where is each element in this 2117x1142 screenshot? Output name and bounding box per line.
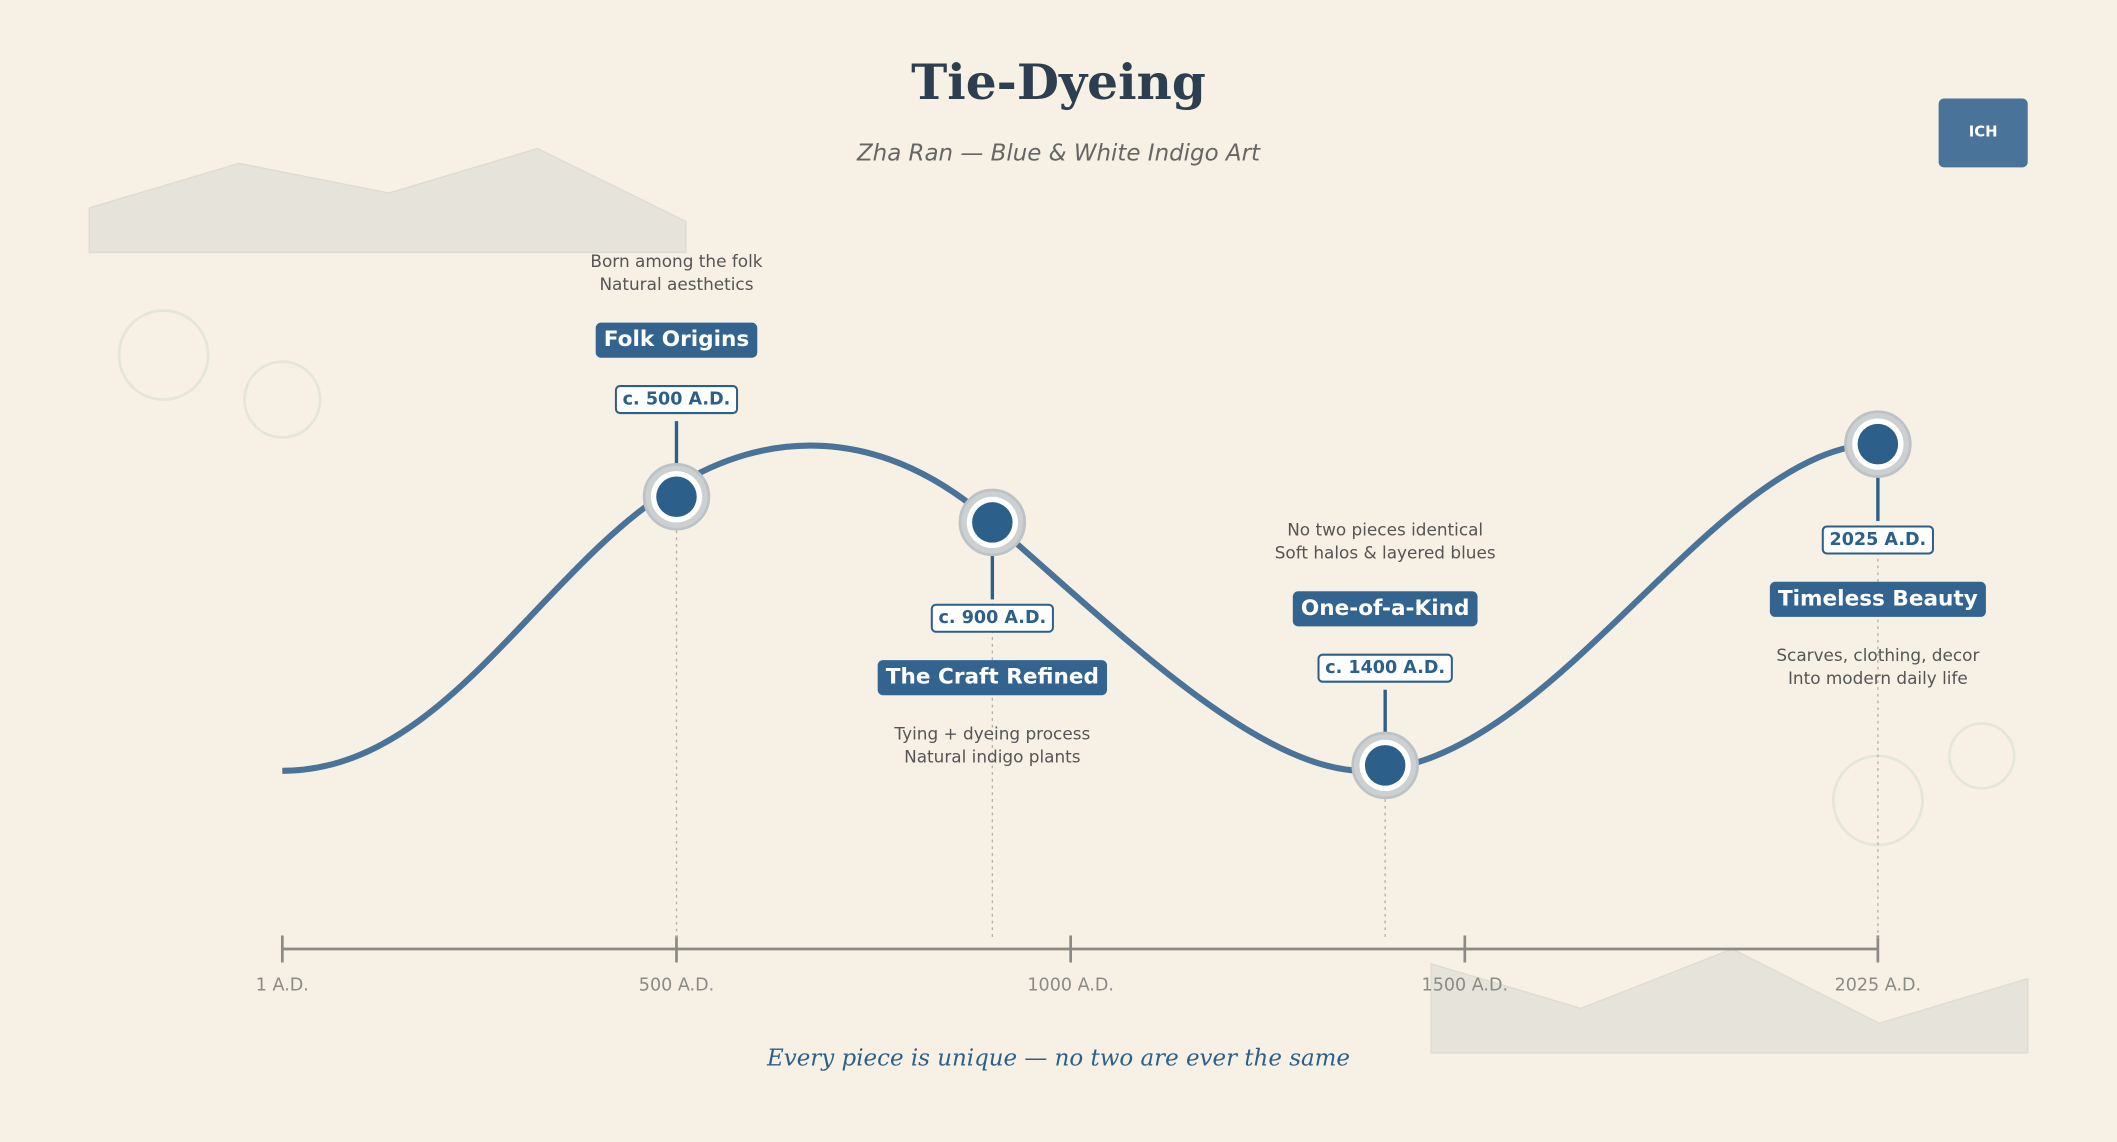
badge-label: ICH xyxy=(1969,123,1998,140)
dynamic: 1 A.D. 500 A.D. 1000 A.D. 1500 A.D. 2025 A.D… xyxy=(256,251,1986,995)
subtitle: Zha Ran — Blue & White Indigo Art xyxy=(856,140,1261,166)
node xyxy=(972,502,1013,543)
date-label: c. 900 A.D. xyxy=(939,608,1047,628)
node xyxy=(1857,423,1899,465)
title-box xyxy=(877,660,1108,696)
event-note: Born among the folk xyxy=(590,251,762,271)
event-note: No two pieces identical xyxy=(1287,520,1483,540)
date-box xyxy=(930,603,1054,633)
event-note: Soft halos & layered blues xyxy=(1275,542,1496,562)
date-box xyxy=(614,385,739,415)
axis-label: 1 A.D. xyxy=(256,975,309,995)
node xyxy=(1364,745,1406,786)
event-note: Scarves, clothing, decor xyxy=(1776,645,1979,665)
date-box xyxy=(1317,653,1453,683)
timeline-curve xyxy=(282,441,1907,774)
event-note: Natural indigo plants xyxy=(904,746,1080,766)
date-label: c. 500 A.D. xyxy=(623,390,731,410)
event-title: One-of-a-Kind xyxy=(1301,596,1470,621)
title-box xyxy=(1769,581,1986,617)
date-box xyxy=(1821,525,1934,555)
axis-label: 500 A.D. xyxy=(639,975,714,995)
title: Tie-Dyeing xyxy=(911,54,1206,111)
date-label: 2025 A.D. xyxy=(1830,530,1927,550)
axis-label: 2025 A.D. xyxy=(1835,975,1922,995)
title-box xyxy=(1292,591,1478,627)
axis-label: 1500 A.D. xyxy=(1422,975,1509,995)
footer: Every piece is unique — no two are ever … xyxy=(766,1046,1350,1072)
axis-label: 1000 A.D. xyxy=(1027,975,1114,995)
event-note: Natural aesthetics xyxy=(599,274,753,294)
event-title: The Craft Refined xyxy=(886,665,1099,690)
event-title: Timeless Beauty xyxy=(1778,586,1978,611)
event-note: Into modern daily life xyxy=(1788,668,1968,688)
badge xyxy=(1938,98,2028,168)
title-box xyxy=(595,322,758,358)
event-note: Tying + dyeing process xyxy=(893,723,1090,743)
mountain-decor xyxy=(1430,948,2029,1054)
node xyxy=(656,476,697,518)
mountain-decor xyxy=(88,147,687,254)
event-title: Folk Origins xyxy=(604,327,749,352)
date-label: c. 1400 A.D. xyxy=(1325,658,1445,678)
